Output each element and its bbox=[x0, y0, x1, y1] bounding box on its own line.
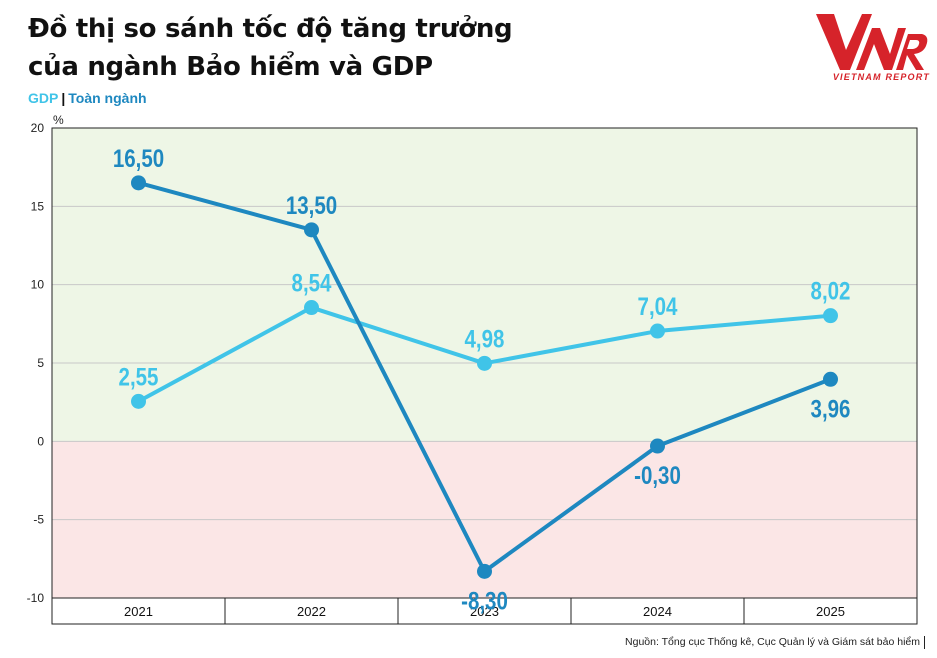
data-point-industry bbox=[823, 371, 838, 387]
chart-title: Đồ thị so sánh tốc độ tăng trưởng của ng… bbox=[28, 10, 513, 86]
data-label-gdp: 2,55 bbox=[119, 362, 159, 390]
data-point-gdp bbox=[477, 355, 492, 371]
x-axis-box bbox=[51, 597, 918, 625]
x-tick-label: 2023 bbox=[470, 604, 499, 619]
data-point-gdp bbox=[131, 393, 146, 409]
data-label-industry: -0,30 bbox=[634, 461, 681, 489]
data-label-industry: 13,50 bbox=[286, 191, 337, 219]
y-tick-label: 0 bbox=[37, 434, 44, 448]
title-line-2: của ngành Bảo hiểm và GDP bbox=[28, 52, 433, 82]
vnr-logo-icon bbox=[816, 14, 928, 70]
data-point-industry bbox=[304, 222, 319, 238]
y-tick-label: 15 bbox=[31, 199, 45, 213]
data-label-industry: -8,30 bbox=[461, 586, 508, 614]
data-label-gdp: 7,04 bbox=[638, 292, 678, 320]
y-tick-label: 10 bbox=[31, 278, 45, 292]
logo-subtitle: VIETNAM REPORT bbox=[832, 72, 930, 82]
data-label-gdp: 8,54 bbox=[292, 269, 332, 297]
data-point-industry bbox=[650, 438, 665, 454]
data-point-gdp bbox=[823, 308, 838, 324]
legend-gdp: GDP bbox=[28, 90, 59, 106]
x-tick-label: 2022 bbox=[297, 604, 326, 619]
y-tick-label: 20 bbox=[31, 121, 45, 135]
legend-separator: | bbox=[61, 90, 66, 106]
y-tick-label: -5 bbox=[33, 513, 44, 527]
legend: GDP | Toàn ngành bbox=[28, 90, 147, 106]
x-tick-label: 2025 bbox=[816, 604, 845, 619]
data-label-industry: 3,96 bbox=[811, 394, 851, 422]
source-note: Nguồn: Tổng cục Thống kê, Cục Quản lý và… bbox=[625, 636, 925, 649]
y-tick-label: 5 bbox=[37, 356, 44, 370]
vietnam-report-logo: VIETNAM REPORT bbox=[812, 12, 930, 84]
x-tick-label: 2021 bbox=[124, 604, 153, 619]
data-label-gdp: 8,02 bbox=[811, 277, 851, 305]
title-line-1: Đồ thị so sánh tốc độ tăng trưởng bbox=[28, 14, 513, 44]
data-label-industry: 16,50 bbox=[113, 144, 164, 172]
data-label-gdp: 4,98 bbox=[465, 324, 505, 352]
data-point-industry bbox=[131, 175, 146, 191]
legend-industry: Toàn ngành bbox=[68, 90, 147, 106]
y-axis-unit: % bbox=[53, 113, 64, 127]
x-tick-label: 2024 bbox=[643, 604, 672, 619]
data-point-industry bbox=[477, 563, 492, 579]
data-point-gdp bbox=[650, 323, 665, 339]
y-tick-label: -10 bbox=[27, 591, 45, 605]
data-point-gdp bbox=[304, 300, 319, 316]
